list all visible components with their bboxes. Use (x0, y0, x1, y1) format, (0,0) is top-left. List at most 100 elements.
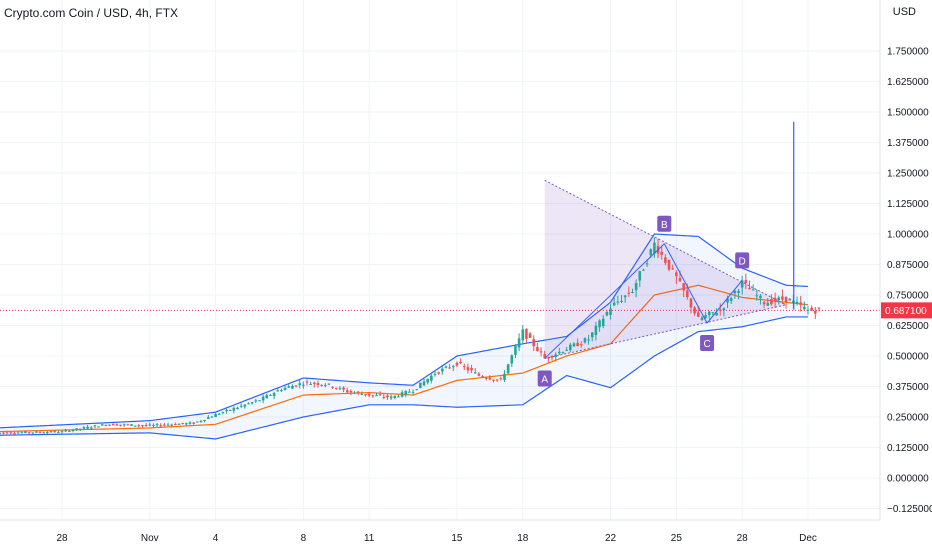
candle-body (466, 367, 470, 371)
candle-body (473, 372, 477, 374)
candle-body (353, 392, 356, 394)
candle-body (799, 302, 802, 305)
candle-body (766, 302, 770, 306)
candle-body (649, 249, 653, 256)
pattern-point-c-badge (700, 335, 715, 352)
candle-body (133, 425, 137, 427)
candle-body (68, 430, 71, 432)
candle-body (364, 394, 367, 396)
candle-body (495, 379, 499, 381)
candle-body (86, 426, 89, 429)
candle-body (192, 422, 195, 424)
candle-body (305, 381, 309, 383)
candle-body (722, 308, 726, 311)
candle-body (2, 432, 5, 434)
candle-body (682, 283, 685, 291)
candle-body (166, 424, 170, 426)
candle-body (269, 394, 272, 396)
candle-body (715, 312, 718, 316)
candle-body (386, 395, 389, 398)
candle-body (598, 320, 601, 328)
price-tick-label: 0.125000 (887, 443, 929, 454)
candle-body (561, 352, 565, 354)
candle-body (247, 403, 250, 405)
candle-body (46, 432, 49, 434)
candle-body (60, 431, 64, 433)
candle-body (31, 432, 35, 434)
candle-body (210, 416, 214, 418)
candle-body (525, 328, 528, 339)
candle-body (550, 355, 554, 358)
candle-body (71, 430, 75, 432)
candle-body (448, 367, 451, 369)
candle-body (185, 423, 188, 425)
candle-body (217, 413, 221, 415)
candle-body (579, 344, 583, 346)
candle-body (810, 307, 813, 311)
candle-body (356, 391, 360, 393)
candle-body (389, 396, 393, 399)
time-axis[interactable]: 28 Nov 4 8 11 15 18 22 25 28 Dec (0, 519, 880, 544)
candle-body (302, 384, 305, 386)
candle-body (265, 395, 269, 399)
candle-body (642, 269, 645, 271)
candle-body (795, 301, 799, 304)
candle-body (119, 424, 122, 426)
bollinger-upper-line (0, 233, 809, 429)
candle-body (338, 387, 342, 389)
candle-body (492, 379, 495, 381)
candle-body (122, 424, 126, 426)
candle-body (126, 424, 130, 426)
grid (0, 0, 880, 520)
candle-body (437, 372, 440, 374)
candle-body (177, 423, 181, 425)
candle-body (203, 419, 206, 421)
price-axis[interactable]: 1.750000 1.625000 1.500000 1.375000 1.250000… (879, 0, 932, 520)
candle-body (477, 373, 481, 376)
candle-body (243, 404, 247, 407)
candle-body (422, 381, 426, 386)
candle-body (441, 368, 444, 372)
price-tick-label: 0.250000 (887, 413, 929, 424)
candle-body (334, 387, 338, 389)
time-tick-label: 4 (213, 533, 219, 544)
candle-body (700, 317, 704, 320)
candle-body (770, 298, 773, 305)
candle-body (675, 272, 678, 277)
candle-body (400, 392, 404, 397)
candle-body (349, 390, 353, 393)
candle-body (744, 280, 748, 284)
candle-body (16, 432, 20, 434)
candle-body (239, 405, 243, 407)
candle-body (111, 423, 115, 426)
candle-body (817, 307, 821, 309)
candle-body (547, 357, 550, 359)
candle-body (711, 312, 715, 314)
currency-label[interactable]: USD (890, 6, 918, 18)
candle-body (803, 306, 806, 310)
candle-body (35, 431, 38, 433)
candle-body (250, 402, 254, 404)
candle-body (225, 409, 228, 412)
candle-body (20, 432, 24, 434)
price-tick-label: −0.125000 (887, 504, 932, 515)
candle-body (214, 413, 217, 417)
candle-body (27, 432, 31, 434)
time-tick-label: 15 (451, 533, 463, 544)
candle-body (784, 296, 788, 303)
candle-body (536, 347, 539, 351)
triangle-lower-edge (544, 304, 787, 359)
candle-body (199, 420, 203, 422)
candle-body (5, 432, 9, 434)
candle-body (806, 309, 810, 311)
price-tick-label: 1.500000 (887, 108, 929, 119)
candle-body (258, 400, 261, 402)
candle-body (664, 257, 667, 264)
candle-body (320, 384, 323, 386)
candle-body (484, 377, 488, 379)
price-tick-label: 0.625000 (887, 321, 929, 332)
candle-body (590, 332, 594, 338)
price-tick-label: 0.375000 (887, 382, 929, 393)
candle-body (115, 424, 119, 426)
